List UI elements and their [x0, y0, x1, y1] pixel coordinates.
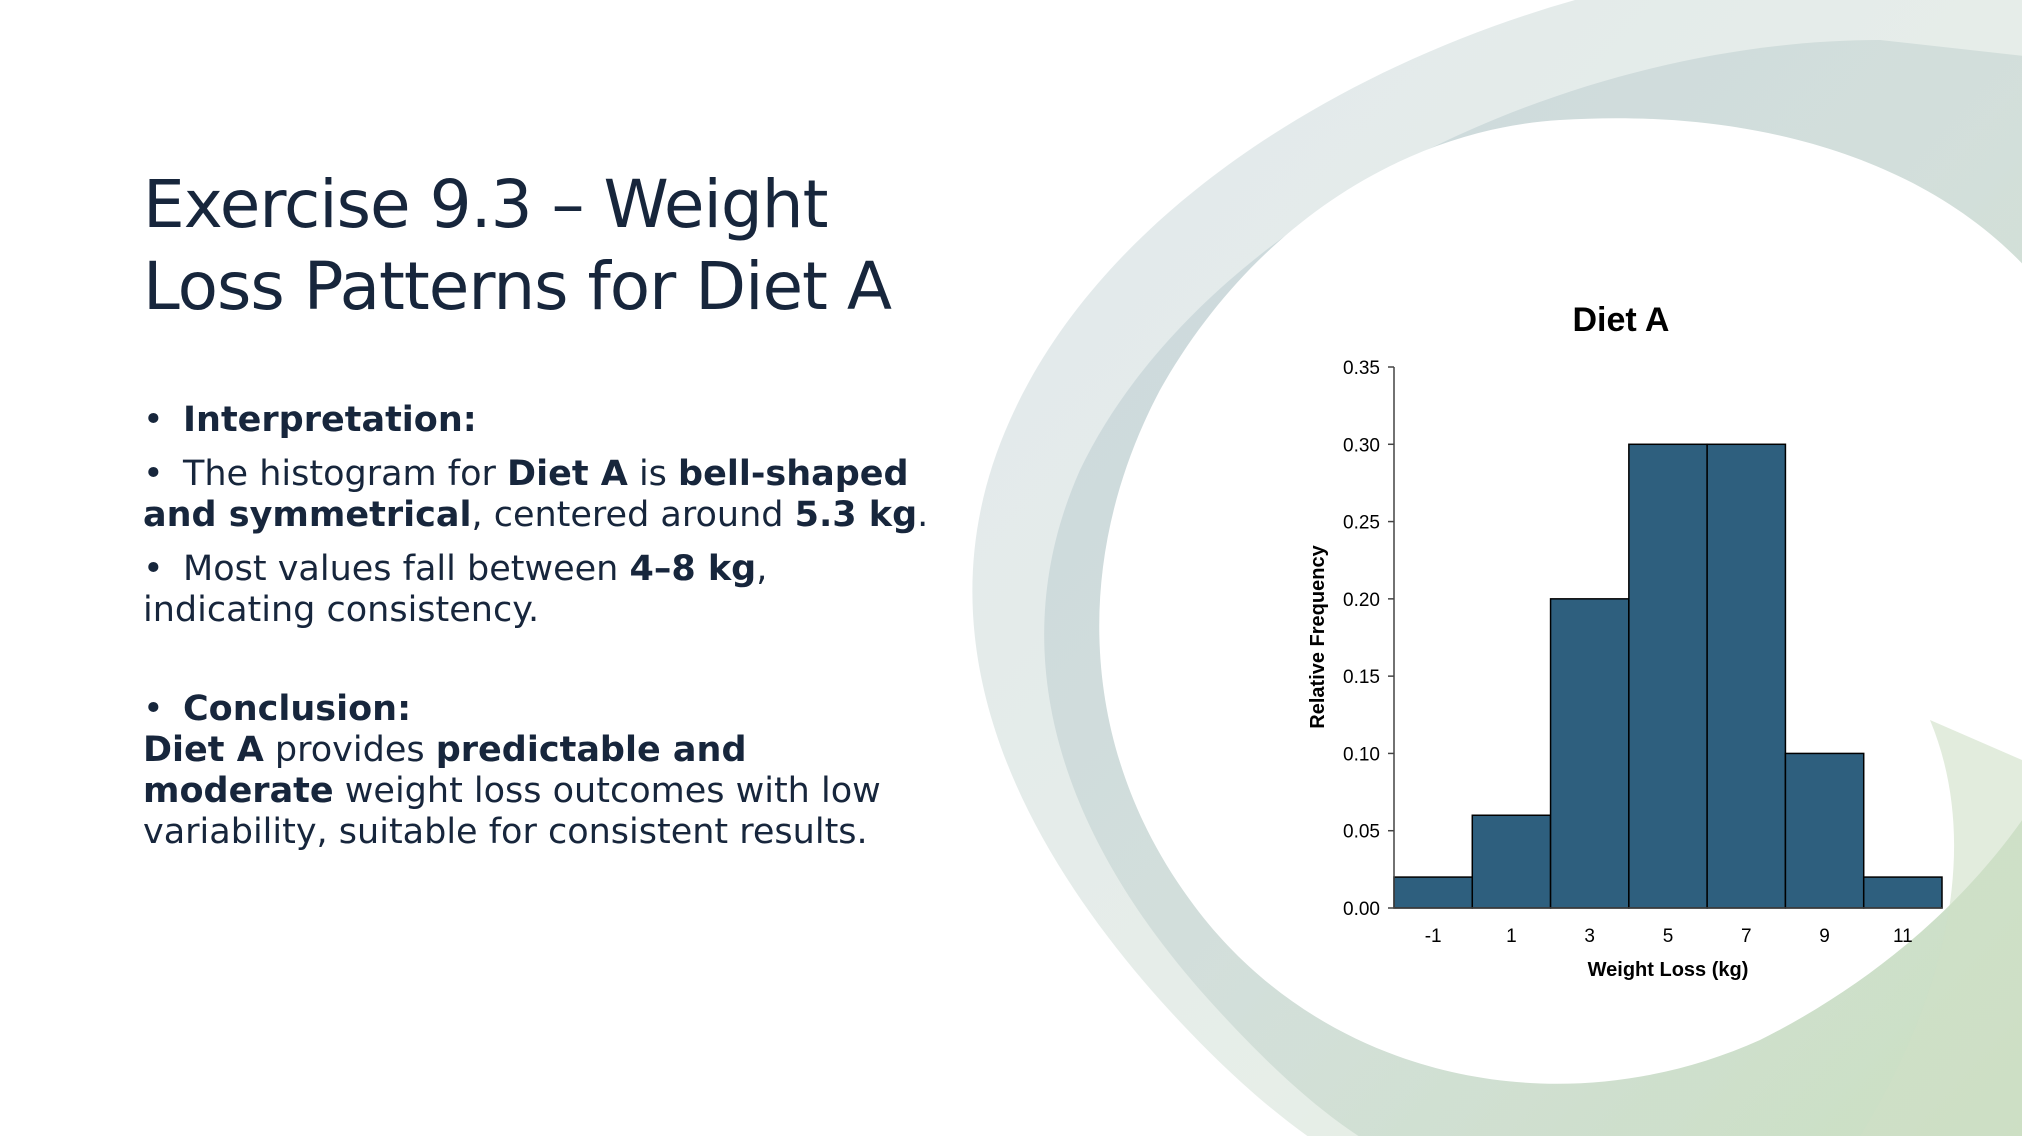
- x-axis-label: Weight Loss (kg): [1588, 959, 1749, 981]
- bullet-dot: •: [143, 400, 164, 440]
- y-tick-label: 0.15: [1343, 667, 1380, 688]
- x-tick-label: 7: [1741, 926, 1752, 947]
- histogram-chart: -1 1 3 5 7 9 11 0.00 0.05 0.10 0.15 0.20 0.25 0.30 0.3…: [1307, 301, 1943, 981]
- chart-title: Diet A: [1573, 301, 1670, 339]
- histogram-bar: [1549, 598, 1630, 909]
- histogram-bar: [1471, 814, 1552, 909]
- y-tick-label: 0.20: [1343, 590, 1380, 611]
- bullet-histogram-shape: • The histogram for Diet A is bell-shaped…: [143, 454, 929, 535]
- histogram-bar: [1706, 443, 1787, 909]
- y-tick-label: 0.00: [1343, 899, 1380, 920]
- y-tick-label: 0.25: [1343, 513, 1380, 534]
- y-tick-label: 0.35: [1343, 358, 1380, 379]
- bullet-dot: •: [143, 549, 164, 589]
- conclusion-heading: • Conclusion:: [143, 689, 412, 729]
- x-tick-label: -1: [1425, 926, 1442, 947]
- interpretation-heading: • Interpretation:: [143, 400, 477, 440]
- y-tick-label: 0.10: [1343, 744, 1380, 765]
- x-tick-label: 5: [1663, 926, 1674, 947]
- bullet-dot: •: [143, 454, 164, 494]
- y-tick-label: 0.30: [1343, 435, 1380, 456]
- bullet-value-range: • Most values fall between 4–8 kg, indica…: [143, 549, 768, 630]
- y-axis-label: Relative Frequency: [1307, 544, 1329, 728]
- x-tick-label: 9: [1819, 926, 1830, 947]
- bars-group: [1393, 443, 1943, 909]
- histogram-bar: [1393, 876, 1474, 909]
- x-tick-label: 1: [1506, 926, 1517, 947]
- histogram-bar: [1784, 752, 1865, 909]
- conclusion-text: Diet A provides predictable and moderate…: [143, 730, 881, 852]
- axes-group: -1 1 3 5 7 9 11 0.00 0.05 0.10 0.15 0.20 0.25 0.30 0.3…: [1343, 358, 1942, 947]
- bullet-dot: •: [143, 689, 164, 729]
- x-tick-label: 11: [1893, 926, 1913, 947]
- slide-body: • Interpretation: • The histogram for Diet…: [143, 400, 933, 853]
- histogram-bar: [1862, 876, 1943, 909]
- y-tick-label: 0.05: [1343, 822, 1380, 843]
- x-tick-label: 3: [1584, 926, 1595, 947]
- histogram-bar: [1628, 443, 1708, 909]
- slide-title: Exercise 9.3 – Weight Loss Patterns for …: [143, 166, 892, 325]
